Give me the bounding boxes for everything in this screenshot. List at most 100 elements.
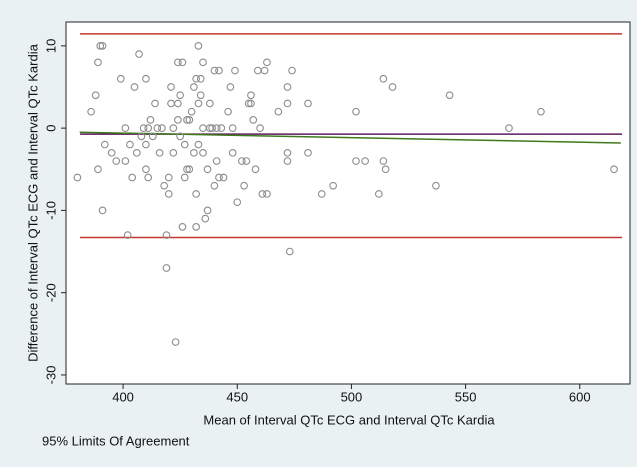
data-point bbox=[174, 99, 182, 108]
data-point bbox=[210, 181, 219, 190]
x-tick-label: 400 bbox=[112, 389, 134, 404]
data-point bbox=[123, 231, 132, 239]
x-axis-title: Mean of Interval QTc ECG and Interval QT… bbox=[203, 412, 495, 427]
data-point bbox=[228, 124, 237, 132]
data-point bbox=[237, 157, 246, 165]
data-point bbox=[174, 116, 182, 124]
data-point bbox=[185, 116, 194, 124]
data-point bbox=[352, 107, 360, 116]
data-point bbox=[283, 148, 292, 157]
data-point bbox=[381, 165, 390, 174]
data-point bbox=[96, 42, 105, 50]
data-point bbox=[190, 83, 198, 91]
data-point bbox=[206, 99, 214, 108]
data-point bbox=[187, 107, 196, 116]
data-point bbox=[194, 99, 203, 108]
data-point bbox=[228, 148, 237, 157]
data-point bbox=[196, 91, 205, 100]
data-point bbox=[224, 107, 232, 116]
data-point bbox=[304, 148, 312, 157]
y-tick-label: 10 bbox=[43, 39, 58, 53]
data-point bbox=[329, 181, 338, 190]
data-point bbox=[91, 91, 100, 100]
data-point bbox=[231, 66, 239, 75]
data-point bbox=[258, 190, 267, 198]
data-point bbox=[73, 173, 82, 182]
x-tick-label: 600 bbox=[569, 389, 591, 404]
data-point bbox=[610, 165, 618, 174]
data-point bbox=[317, 190, 326, 198]
data-point bbox=[199, 148, 207, 157]
data-point bbox=[135, 50, 143, 58]
data-point bbox=[233, 198, 242, 207]
data-point bbox=[112, 157, 121, 165]
data-point bbox=[212, 157, 221, 165]
data-point bbox=[203, 206, 212, 215]
data-point bbox=[148, 132, 157, 141]
data-point bbox=[116, 74, 125, 83]
data-point bbox=[183, 116, 191, 124]
data-point bbox=[379, 157, 388, 165]
data-point bbox=[169, 148, 178, 157]
data-point bbox=[192, 223, 201, 231]
data-point bbox=[219, 173, 228, 182]
data-point bbox=[94, 165, 102, 174]
data-point bbox=[139, 124, 148, 132]
data-point bbox=[164, 173, 173, 182]
data-point bbox=[158, 124, 166, 132]
data-point bbox=[283, 157, 292, 165]
data-point bbox=[432, 181, 440, 190]
data-point bbox=[87, 107, 95, 116]
data-point bbox=[162, 264, 171, 272]
data-point bbox=[146, 116, 155, 124]
data-point bbox=[162, 231, 171, 239]
data-point bbox=[176, 91, 185, 100]
data-point bbox=[256, 124, 264, 132]
data-point bbox=[160, 181, 169, 190]
data-point bbox=[208, 124, 216, 132]
data-point bbox=[240, 181, 248, 190]
data-point bbox=[285, 247, 294, 256]
data-point bbox=[215, 66, 223, 75]
data-point bbox=[180, 140, 189, 149]
data-point bbox=[374, 190, 383, 198]
y-tick-label: -20 bbox=[43, 283, 58, 302]
data-point bbox=[176, 132, 185, 141]
data-point bbox=[167, 83, 175, 91]
data-point bbox=[304, 99, 312, 108]
data-point bbox=[94, 58, 102, 67]
data-point bbox=[192, 74, 201, 83]
data-point bbox=[217, 124, 226, 132]
data-point bbox=[137, 132, 146, 141]
data-point bbox=[244, 99, 253, 108]
data-point bbox=[199, 58, 207, 67]
data-point bbox=[242, 157, 251, 165]
data-point bbox=[192, 190, 201, 198]
data-point bbox=[283, 83, 292, 91]
data-point bbox=[288, 66, 296, 75]
data-point bbox=[361, 157, 369, 165]
data-point bbox=[352, 157, 360, 165]
data-point bbox=[190, 148, 198, 157]
caption: 95% Limits Of Agreement bbox=[42, 433, 190, 448]
data-point bbox=[194, 42, 203, 50]
data-point bbox=[283, 99, 292, 108]
y-axis-title: Difference of Interval QTc ECG and Inter… bbox=[25, 43, 40, 361]
fit-line bbox=[79, 131, 621, 144]
data-point bbox=[263, 190, 271, 198]
x-tick-label: 500 bbox=[341, 389, 363, 404]
data-point bbox=[201, 214, 210, 223]
x-tick-label: 450 bbox=[226, 389, 248, 404]
data-point bbox=[212, 124, 221, 132]
data-point bbox=[144, 173, 153, 182]
data-point bbox=[128, 173, 137, 182]
data-point bbox=[155, 148, 164, 157]
data-point bbox=[505, 124, 513, 132]
data-point bbox=[185, 165, 194, 174]
y-tick-label: -30 bbox=[43, 366, 58, 385]
data-point bbox=[151, 99, 159, 108]
y-tick-label: 0 bbox=[43, 125, 58, 132]
data-point bbox=[178, 58, 187, 67]
data-point bbox=[107, 148, 116, 157]
